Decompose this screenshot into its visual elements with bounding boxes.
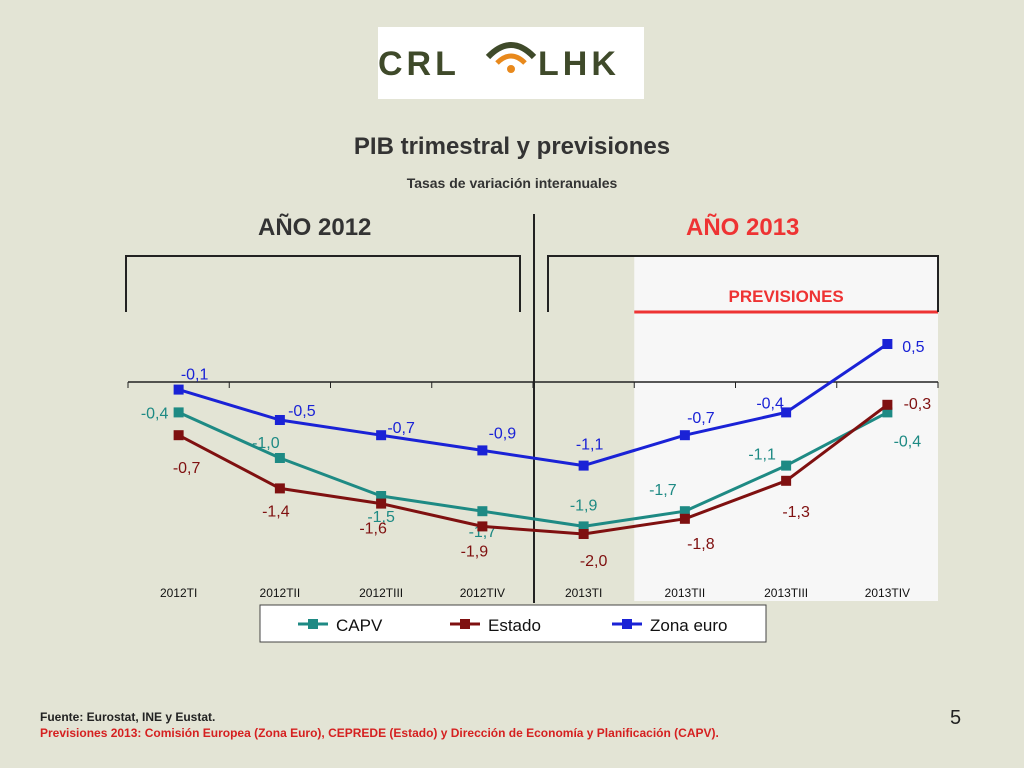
series-line-capv: [178, 411, 889, 528]
data-point: [679, 513, 690, 524]
data-point: [376, 498, 387, 509]
data-point: [173, 384, 184, 395]
data-point: [274, 453, 285, 463]
data-label: -0,7: [387, 420, 415, 437]
logo-graphic: CRL LHK: [378, 42, 620, 83]
data-point: [477, 445, 488, 456]
data-label: -1,7: [469, 524, 497, 541]
x-tick-label: 2013TII: [665, 586, 706, 600]
data-label: -0,9: [489, 425, 517, 442]
data-point: [578, 460, 589, 471]
data-label: -0,7: [173, 460, 201, 477]
data-label: -1,3: [782, 504, 810, 521]
data-point: [173, 430, 184, 441]
data-label: -1,0: [252, 435, 280, 452]
data-point: [578, 521, 589, 532]
x-tick-label: 2013TIV: [865, 586, 910, 600]
data-label: -0,1: [181, 367, 209, 384]
wifi-icon: [485, 42, 537, 73]
series-line-estado: [177, 403, 889, 536]
forecast-panel: [634, 256, 938, 601]
data-label: -1,6: [359, 521, 387, 538]
data-label: -1,1: [576, 437, 604, 454]
data-point: [274, 483, 285, 494]
data-label: -1,8: [687, 536, 715, 553]
slide-subtitle: Tasas de variación interanuales: [406, 175, 618, 191]
x-tick-label: 2012TIII: [359, 586, 403, 600]
data-label: -1,9: [570, 497, 598, 514]
data-point: [274, 415, 285, 425]
legend-label: CAPV: [336, 616, 383, 635]
x-tick-label: 2012TI: [160, 586, 197, 600]
legend-swatch-marker: [460, 619, 470, 629]
data-label: -0,3: [904, 396, 932, 413]
legend-label: Estado: [488, 616, 541, 635]
data-point: [477, 506, 488, 517]
data-point: [679, 430, 690, 441]
data-point: [376, 430, 387, 441]
data-label: -1,4: [262, 503, 290, 520]
data-label: -1,9: [461, 543, 489, 560]
data-label: -2,0: [580, 553, 608, 570]
data-point: [781, 475, 792, 486]
x-tick-label: 2013TIII: [764, 586, 808, 600]
legend-swatch-marker: [308, 619, 318, 629]
footnote-source: Fuente: Eurostat, INE y Eustat.: [40, 710, 216, 724]
slide-title: PIB trimestral y previsiones: [353, 133, 671, 160]
bracket-2013: [547, 255, 939, 312]
data-label: -1,1: [748, 447, 776, 464]
data-label: -0,7: [687, 410, 715, 427]
legend-swatch-marker: [622, 619, 632, 629]
data-label: 0,5: [902, 339, 924, 356]
data-point: [477, 521, 488, 532]
x-tick-label: 2012TIV: [460, 586, 505, 600]
data-label: -0,4: [894, 433, 922, 450]
data-label: -1,7: [649, 482, 677, 499]
legend-label: Zona euro: [650, 616, 728, 635]
data-label: -0,5: [288, 403, 316, 420]
logo: CRL LHK: [378, 27, 644, 99]
x-tick-label: 2012TII: [260, 586, 301, 600]
year-2013-label: AÑO 2013: [686, 214, 800, 241]
data-point: [376, 491, 387, 501]
data-point: [882, 407, 893, 418]
data-point: [173, 407, 184, 418]
year-2012-label: AÑO 2012: [258, 214, 372, 241]
page-number: 5: [950, 707, 962, 729]
forecast-label: PREVISIONES: [728, 287, 843, 306]
data-label: -0,4: [141, 405, 169, 422]
logo-left-text: CRL: [378, 45, 460, 83]
legend: [259, 604, 767, 643]
series-line-zona-euro: [178, 342, 889, 468]
data-point: [679, 506, 690, 517]
x-tick-label: 2013TI: [565, 586, 602, 600]
gdp-line-chart: PREVISIONES 2012TI 2012TII 2012TIII 2012TIV…: [125, 214, 939, 643]
data-point: [882, 399, 893, 410]
data-point: [578, 529, 589, 539]
data-label: -1,5: [367, 509, 395, 526]
data-point: [781, 407, 792, 418]
bracket-2012: [125, 255, 521, 312]
data-point: [882, 339, 893, 349]
data-point: [781, 460, 792, 471]
logo-right-text: LHK: [538, 45, 620, 83]
data-label: -0,4: [756, 395, 784, 412]
footnote-forecast: Previsiones 2013: Comisión Europea (Zona…: [40, 726, 719, 740]
